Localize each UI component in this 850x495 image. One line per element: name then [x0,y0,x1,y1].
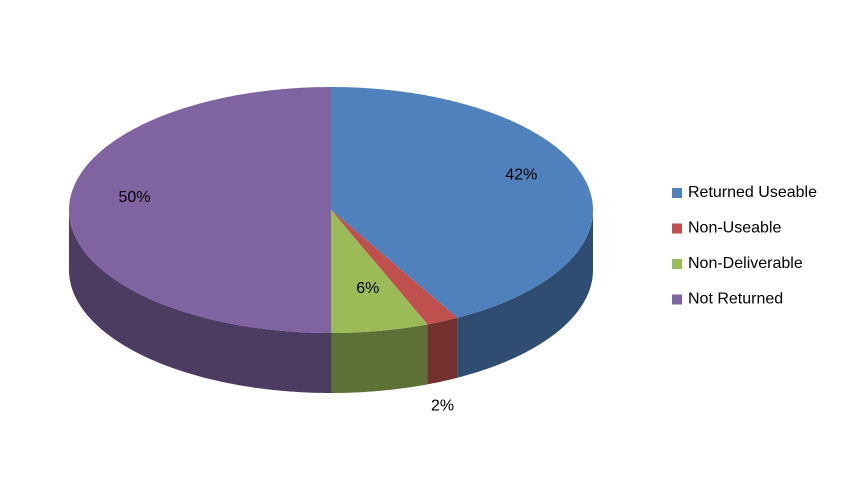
data-label: 6% [356,280,379,297]
pie-side [427,317,458,385]
legend-swatch [672,294,682,305]
legend-label: Non-Useable [688,220,781,237]
data-label: 50% [118,189,150,206]
pie-slice [331,210,458,325]
pie-slice [331,87,593,318]
pie-side [331,324,428,393]
legend-label: Non-Deliverable [688,255,803,272]
data-label: 2% [431,398,454,415]
data-label: 42% [505,166,537,183]
pie-side [457,210,593,378]
pie-side [69,210,331,393]
pie-slice [69,87,331,333]
legend-label: Not Returned [688,291,783,308]
pie-slice [331,210,428,333]
legend-swatch [672,223,682,234]
legend-label: Returned Useable [688,184,817,201]
legend-swatch [672,188,682,198]
legend-swatch [672,259,682,269]
